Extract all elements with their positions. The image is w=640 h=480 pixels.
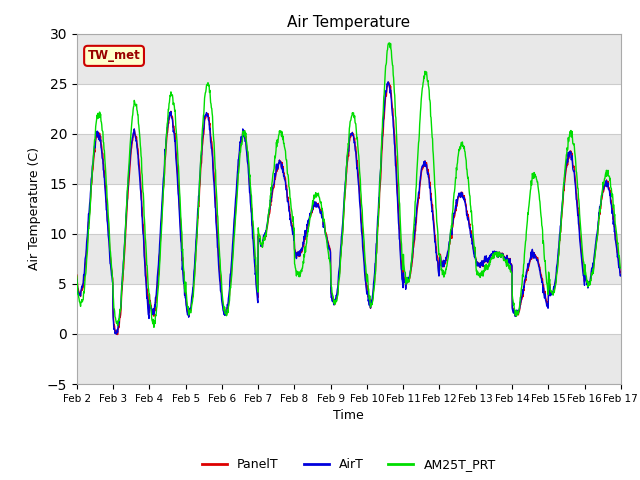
AM25T_PRT bbox=[150, 324, 158, 330]
AirT bbox=[434, 260, 442, 265]
PanelT bbox=[434, 255, 442, 261]
AirT bbox=[617, 272, 625, 278]
AM25T_PRT bbox=[385, 40, 393, 46]
AirT bbox=[553, 263, 561, 268]
AM25T_PRT bbox=[553, 270, 561, 276]
Bar bbox=[77, 234, 621, 284]
AirT bbox=[255, 238, 263, 243]
AM25T_PRT bbox=[505, 265, 513, 271]
Bar bbox=[77, 34, 621, 84]
X-axis label: Time: Time bbox=[333, 409, 364, 422]
AM25T_PRT bbox=[195, 212, 202, 218]
PanelT bbox=[553, 268, 561, 274]
PanelT bbox=[73, 272, 81, 278]
PanelT bbox=[195, 215, 202, 221]
Line: PanelT: PanelT bbox=[77, 82, 621, 335]
AM25T_PRT bbox=[255, 231, 263, 237]
PanelT bbox=[505, 260, 513, 265]
PanelT bbox=[255, 236, 263, 241]
Bar bbox=[77, 134, 621, 184]
AM25T_PRT bbox=[434, 230, 442, 236]
AM25T_PRT bbox=[181, 285, 189, 290]
Line: AirT: AirT bbox=[77, 82, 621, 334]
AirT bbox=[113, 331, 120, 337]
AirT bbox=[181, 292, 189, 298]
Legend: PanelT, AirT, AM25T_PRT: PanelT, AirT, AM25T_PRT bbox=[197, 453, 500, 476]
Bar bbox=[77, 334, 621, 384]
AirT bbox=[195, 205, 202, 211]
AM25T_PRT bbox=[617, 265, 625, 271]
Y-axis label: Air Temperature (C): Air Temperature (C) bbox=[28, 147, 41, 270]
Title: Air Temperature: Air Temperature bbox=[287, 15, 410, 30]
PanelT bbox=[114, 332, 122, 337]
Line: AM25T_PRT: AM25T_PRT bbox=[77, 43, 621, 327]
Text: TW_met: TW_met bbox=[88, 49, 140, 62]
PanelT bbox=[181, 286, 189, 292]
AirT bbox=[505, 260, 513, 266]
AirT bbox=[73, 276, 81, 282]
AM25T_PRT bbox=[73, 273, 81, 279]
PanelT bbox=[385, 79, 392, 85]
PanelT bbox=[617, 269, 625, 275]
AirT bbox=[385, 79, 392, 85]
